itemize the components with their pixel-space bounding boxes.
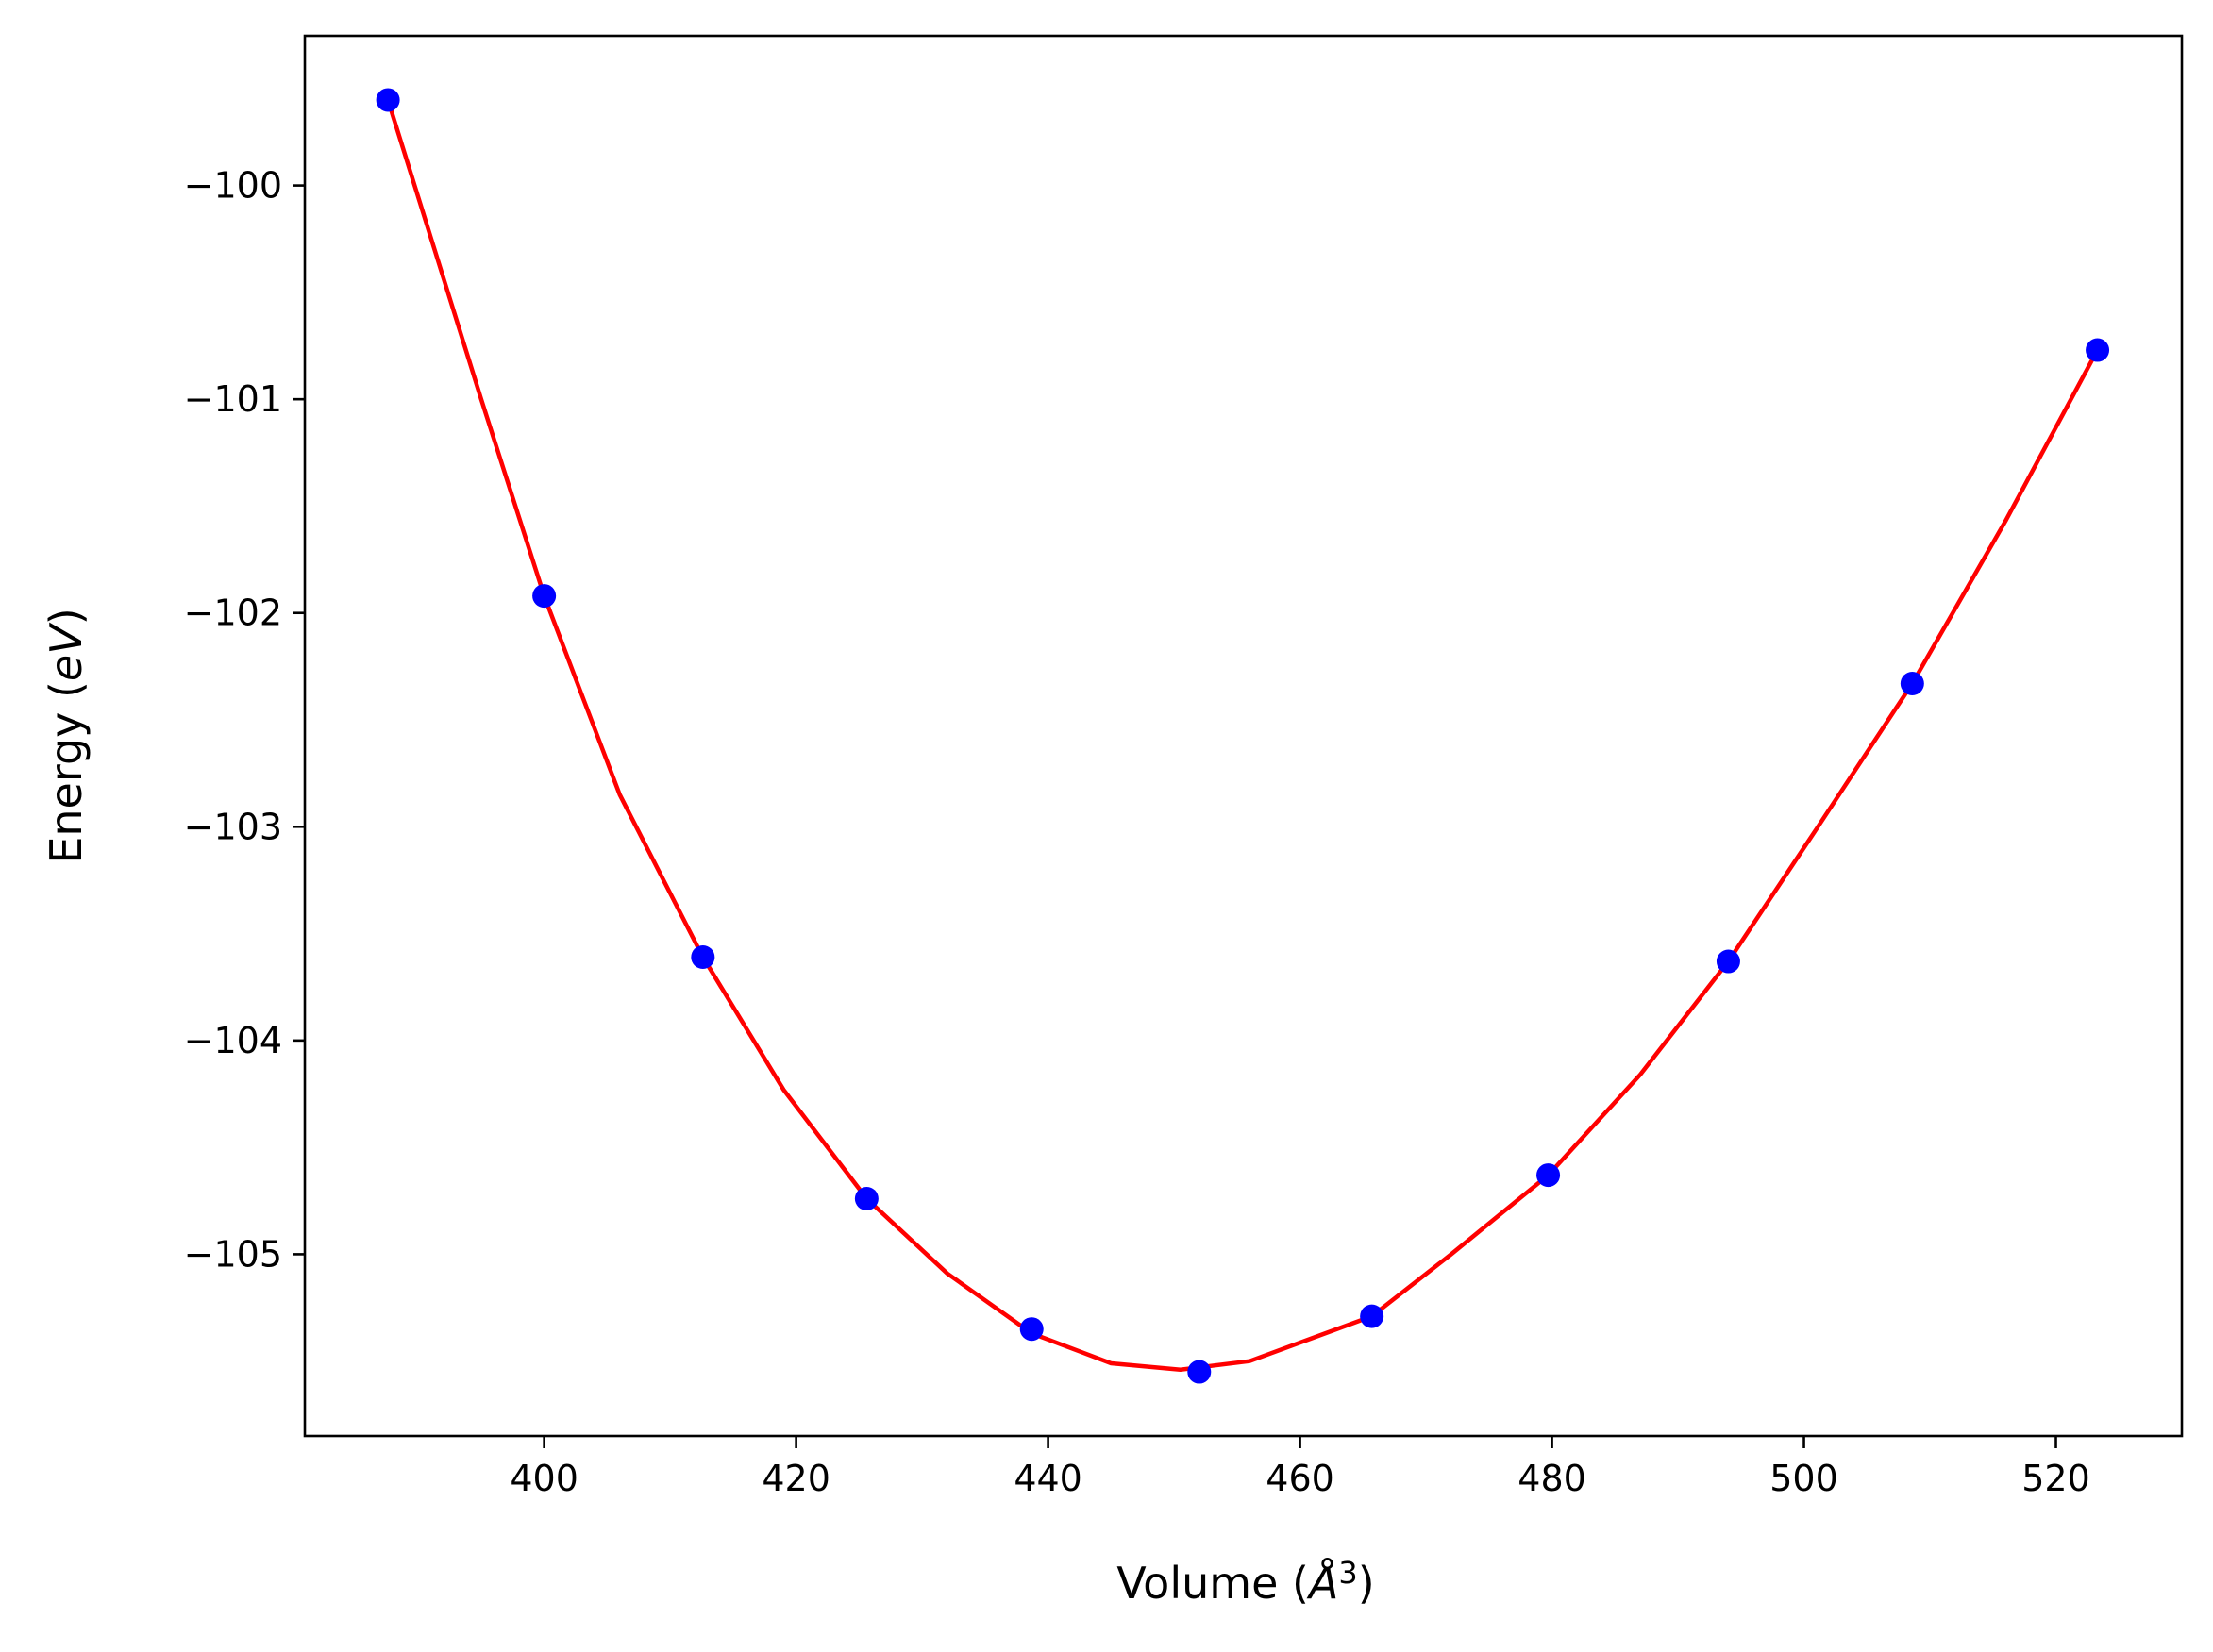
data-point (376, 88, 400, 112)
plot-area (376, 88, 2110, 1384)
y-tick-label: −102 (184, 592, 282, 634)
y-tick-label: −103 (184, 806, 282, 847)
data-point (2086, 338, 2110, 362)
data-point (1900, 671, 1924, 695)
x-axis: 400 420 440 460 480 500 520 (510, 1436, 2090, 1499)
y-tick-label: −104 (184, 1020, 282, 1061)
data-point (1019, 1317, 1044, 1342)
x-tick-label: 520 (2021, 1458, 2090, 1499)
x-tick-label: 480 (1517, 1458, 1586, 1499)
data-point (854, 1187, 879, 1211)
x-tick-label: 500 (1769, 1458, 1838, 1499)
data-point (532, 584, 557, 609)
data-point (1187, 1360, 1212, 1384)
y-tick-label: −100 (184, 165, 282, 207)
y-tick-label: −105 (184, 1233, 282, 1275)
y-axis: −100 −101 −102 −103 −104 −105 (184, 165, 305, 1275)
data-point (1716, 949, 1740, 974)
y-axis-label: Energy (eV) (41, 608, 92, 863)
x-tick-label: 420 (762, 1458, 830, 1499)
plot-frame (303, 34, 2184, 1438)
x-tick-label: 460 (1266, 1458, 1334, 1499)
x-tick-label: 400 (510, 1458, 578, 1499)
x-tick-label: 440 (1014, 1458, 1082, 1499)
data-point (691, 944, 715, 969)
x-axis-label: Volume (Å3) (1116, 1555, 1374, 1609)
fit-curve-line (385, 97, 2100, 1373)
data-point (1360, 1304, 1384, 1328)
y-tick-label: −101 (184, 378, 282, 420)
data-point (1536, 1163, 1561, 1188)
